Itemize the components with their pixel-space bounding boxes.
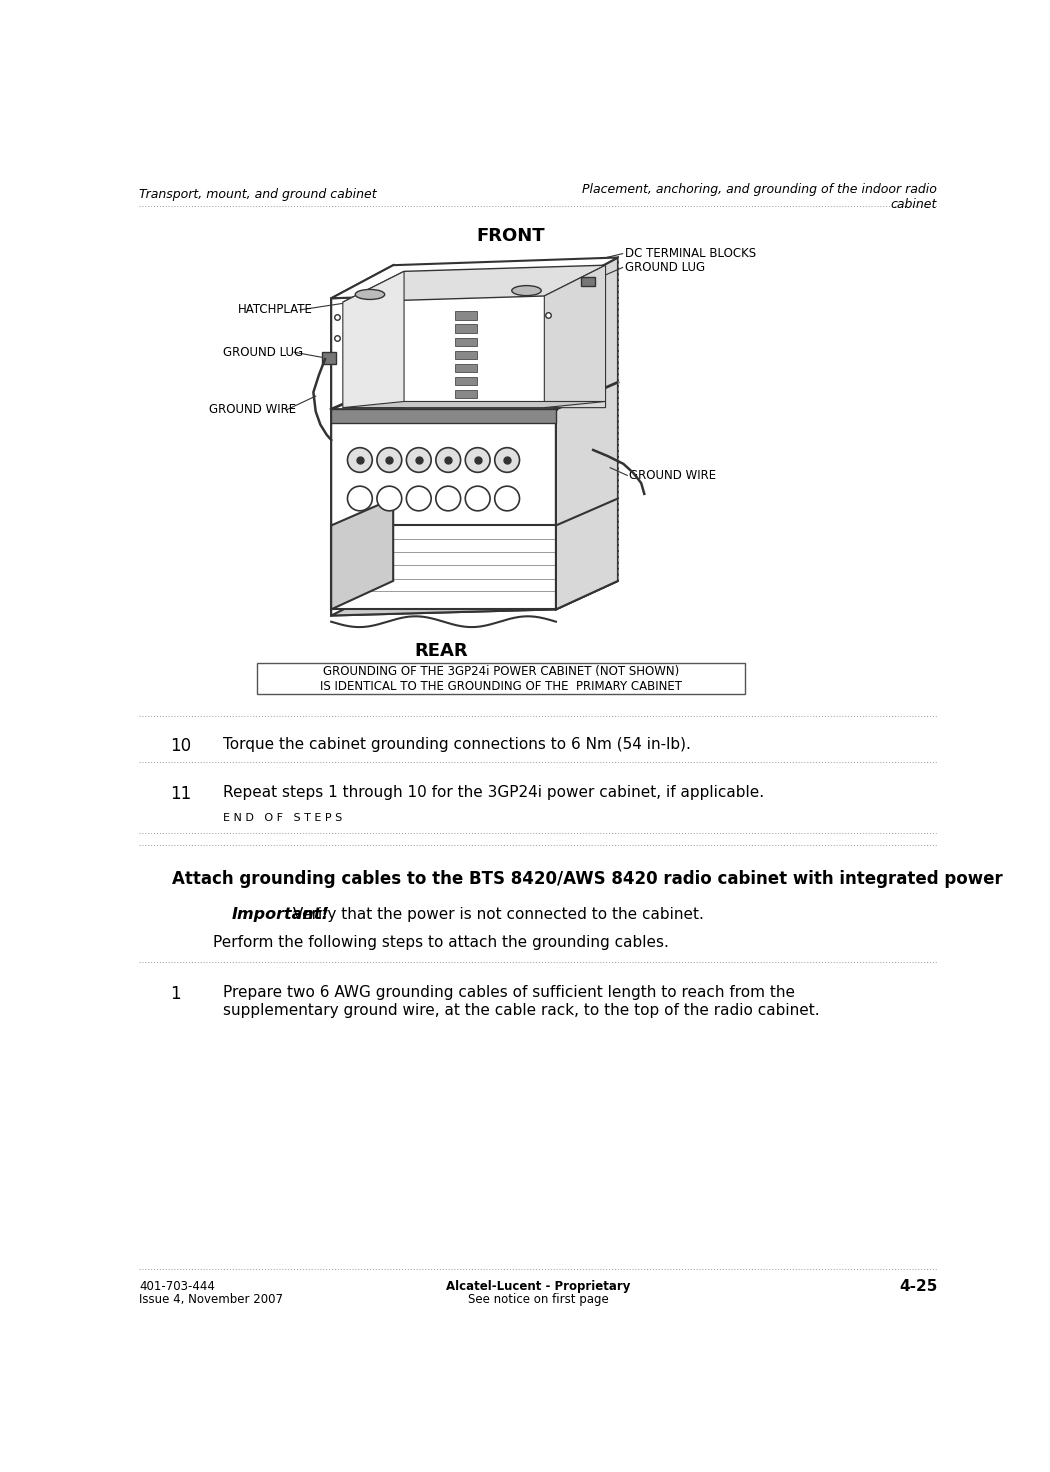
- Text: Important!: Important!: [232, 907, 330, 921]
- Text: Prepare two 6 AWG grounding cables of sufficient length to reach from the
supple: Prepare two 6 AWG grounding cables of su…: [223, 985, 819, 1017]
- Text: GROUNDING OF THE 3GP24i POWER CABINET (NOT SHOWN)
IS IDENTICAL TO THE GROUNDING : GROUNDING OF THE 3GP24i POWER CABINET (N…: [320, 665, 681, 693]
- Text: Issue 4, November 2007: Issue 4, November 2007: [139, 1292, 284, 1306]
- Circle shape: [436, 447, 461, 473]
- Circle shape: [377, 486, 402, 511]
- Polygon shape: [555, 499, 618, 609]
- Text: Alcatel-Lucent - Proprietary: Alcatel-Lucent - Proprietary: [446, 1281, 630, 1292]
- FancyBboxPatch shape: [257, 664, 746, 695]
- Polygon shape: [456, 390, 477, 399]
- Circle shape: [348, 486, 373, 511]
- Polygon shape: [331, 581, 618, 615]
- Polygon shape: [331, 409, 555, 422]
- Circle shape: [348, 447, 373, 473]
- Polygon shape: [456, 364, 477, 372]
- Text: 1: 1: [170, 985, 181, 1002]
- Circle shape: [495, 486, 520, 511]
- Circle shape: [465, 447, 490, 473]
- Text: GROUND WIRE: GROUND WIRE: [629, 470, 716, 481]
- Polygon shape: [331, 526, 555, 609]
- Ellipse shape: [355, 290, 384, 299]
- Polygon shape: [331, 258, 618, 299]
- Polygon shape: [555, 258, 618, 609]
- Circle shape: [495, 447, 520, 473]
- Text: Attach grounding cables to the BTS 8420/AWS 8420 radio cabinet with integrated p: Attach grounding cables to the BTS 8420/…: [171, 870, 1003, 888]
- Text: Torque the cabinet grounding connections to 6 Nm (54 in-lb).: Torque the cabinet grounding connections…: [223, 737, 691, 752]
- Polygon shape: [544, 265, 606, 408]
- Text: Placement, anchoring, and grounding of the indoor radio
cabinet: Placement, anchoring, and grounding of t…: [583, 183, 938, 210]
- Circle shape: [377, 447, 402, 473]
- Polygon shape: [343, 265, 606, 302]
- Polygon shape: [331, 290, 555, 615]
- Circle shape: [436, 486, 461, 511]
- Circle shape: [465, 486, 490, 511]
- Text: Perform the following steps to attach the grounding cables.: Perform the following steps to attach th…: [212, 935, 669, 949]
- Polygon shape: [331, 499, 393, 609]
- Ellipse shape: [511, 286, 541, 296]
- Polygon shape: [343, 271, 404, 408]
- Text: E N D   O F   S T E P S: E N D O F S T E P S: [223, 813, 342, 823]
- Polygon shape: [343, 402, 606, 408]
- Text: FRONT: FRONT: [477, 227, 545, 244]
- Polygon shape: [456, 337, 477, 346]
- Polygon shape: [322, 352, 336, 364]
- Polygon shape: [456, 324, 477, 333]
- Text: HATCHPLATE: HATCHPLATE: [238, 303, 313, 316]
- Text: GROUND LUG: GROUND LUG: [223, 346, 302, 359]
- Polygon shape: [456, 350, 477, 359]
- Text: 11: 11: [170, 785, 191, 802]
- Text: REAR: REAR: [415, 642, 468, 661]
- Text: Transport, mount, and ground cabinet: Transport, mount, and ground cabinet: [139, 188, 377, 202]
- Text: GROUND LUG: GROUND LUG: [625, 261, 705, 274]
- Text: GROUND WIRE: GROUND WIRE: [209, 403, 296, 417]
- Text: 401-703-444: 401-703-444: [139, 1281, 215, 1292]
- Text: 4-25: 4-25: [899, 1279, 938, 1294]
- Text: 10: 10: [170, 737, 191, 755]
- Text: See notice on first page: See notice on first page: [467, 1292, 609, 1306]
- Polygon shape: [331, 265, 393, 615]
- Circle shape: [406, 447, 432, 473]
- Text: DC TERMINAL BLOCKS: DC TERMINAL BLOCKS: [625, 247, 756, 261]
- Text: Verify that the power is not connected to the cabinet.: Verify that the power is not connected t…: [288, 907, 704, 921]
- Polygon shape: [581, 277, 594, 286]
- Text: Repeat steps 1 through 10 for the 3GP24i power cabinet, if applicable.: Repeat steps 1 through 10 for the 3GP24i…: [223, 785, 763, 799]
- Circle shape: [406, 486, 432, 511]
- Polygon shape: [456, 312, 477, 319]
- Polygon shape: [456, 377, 477, 386]
